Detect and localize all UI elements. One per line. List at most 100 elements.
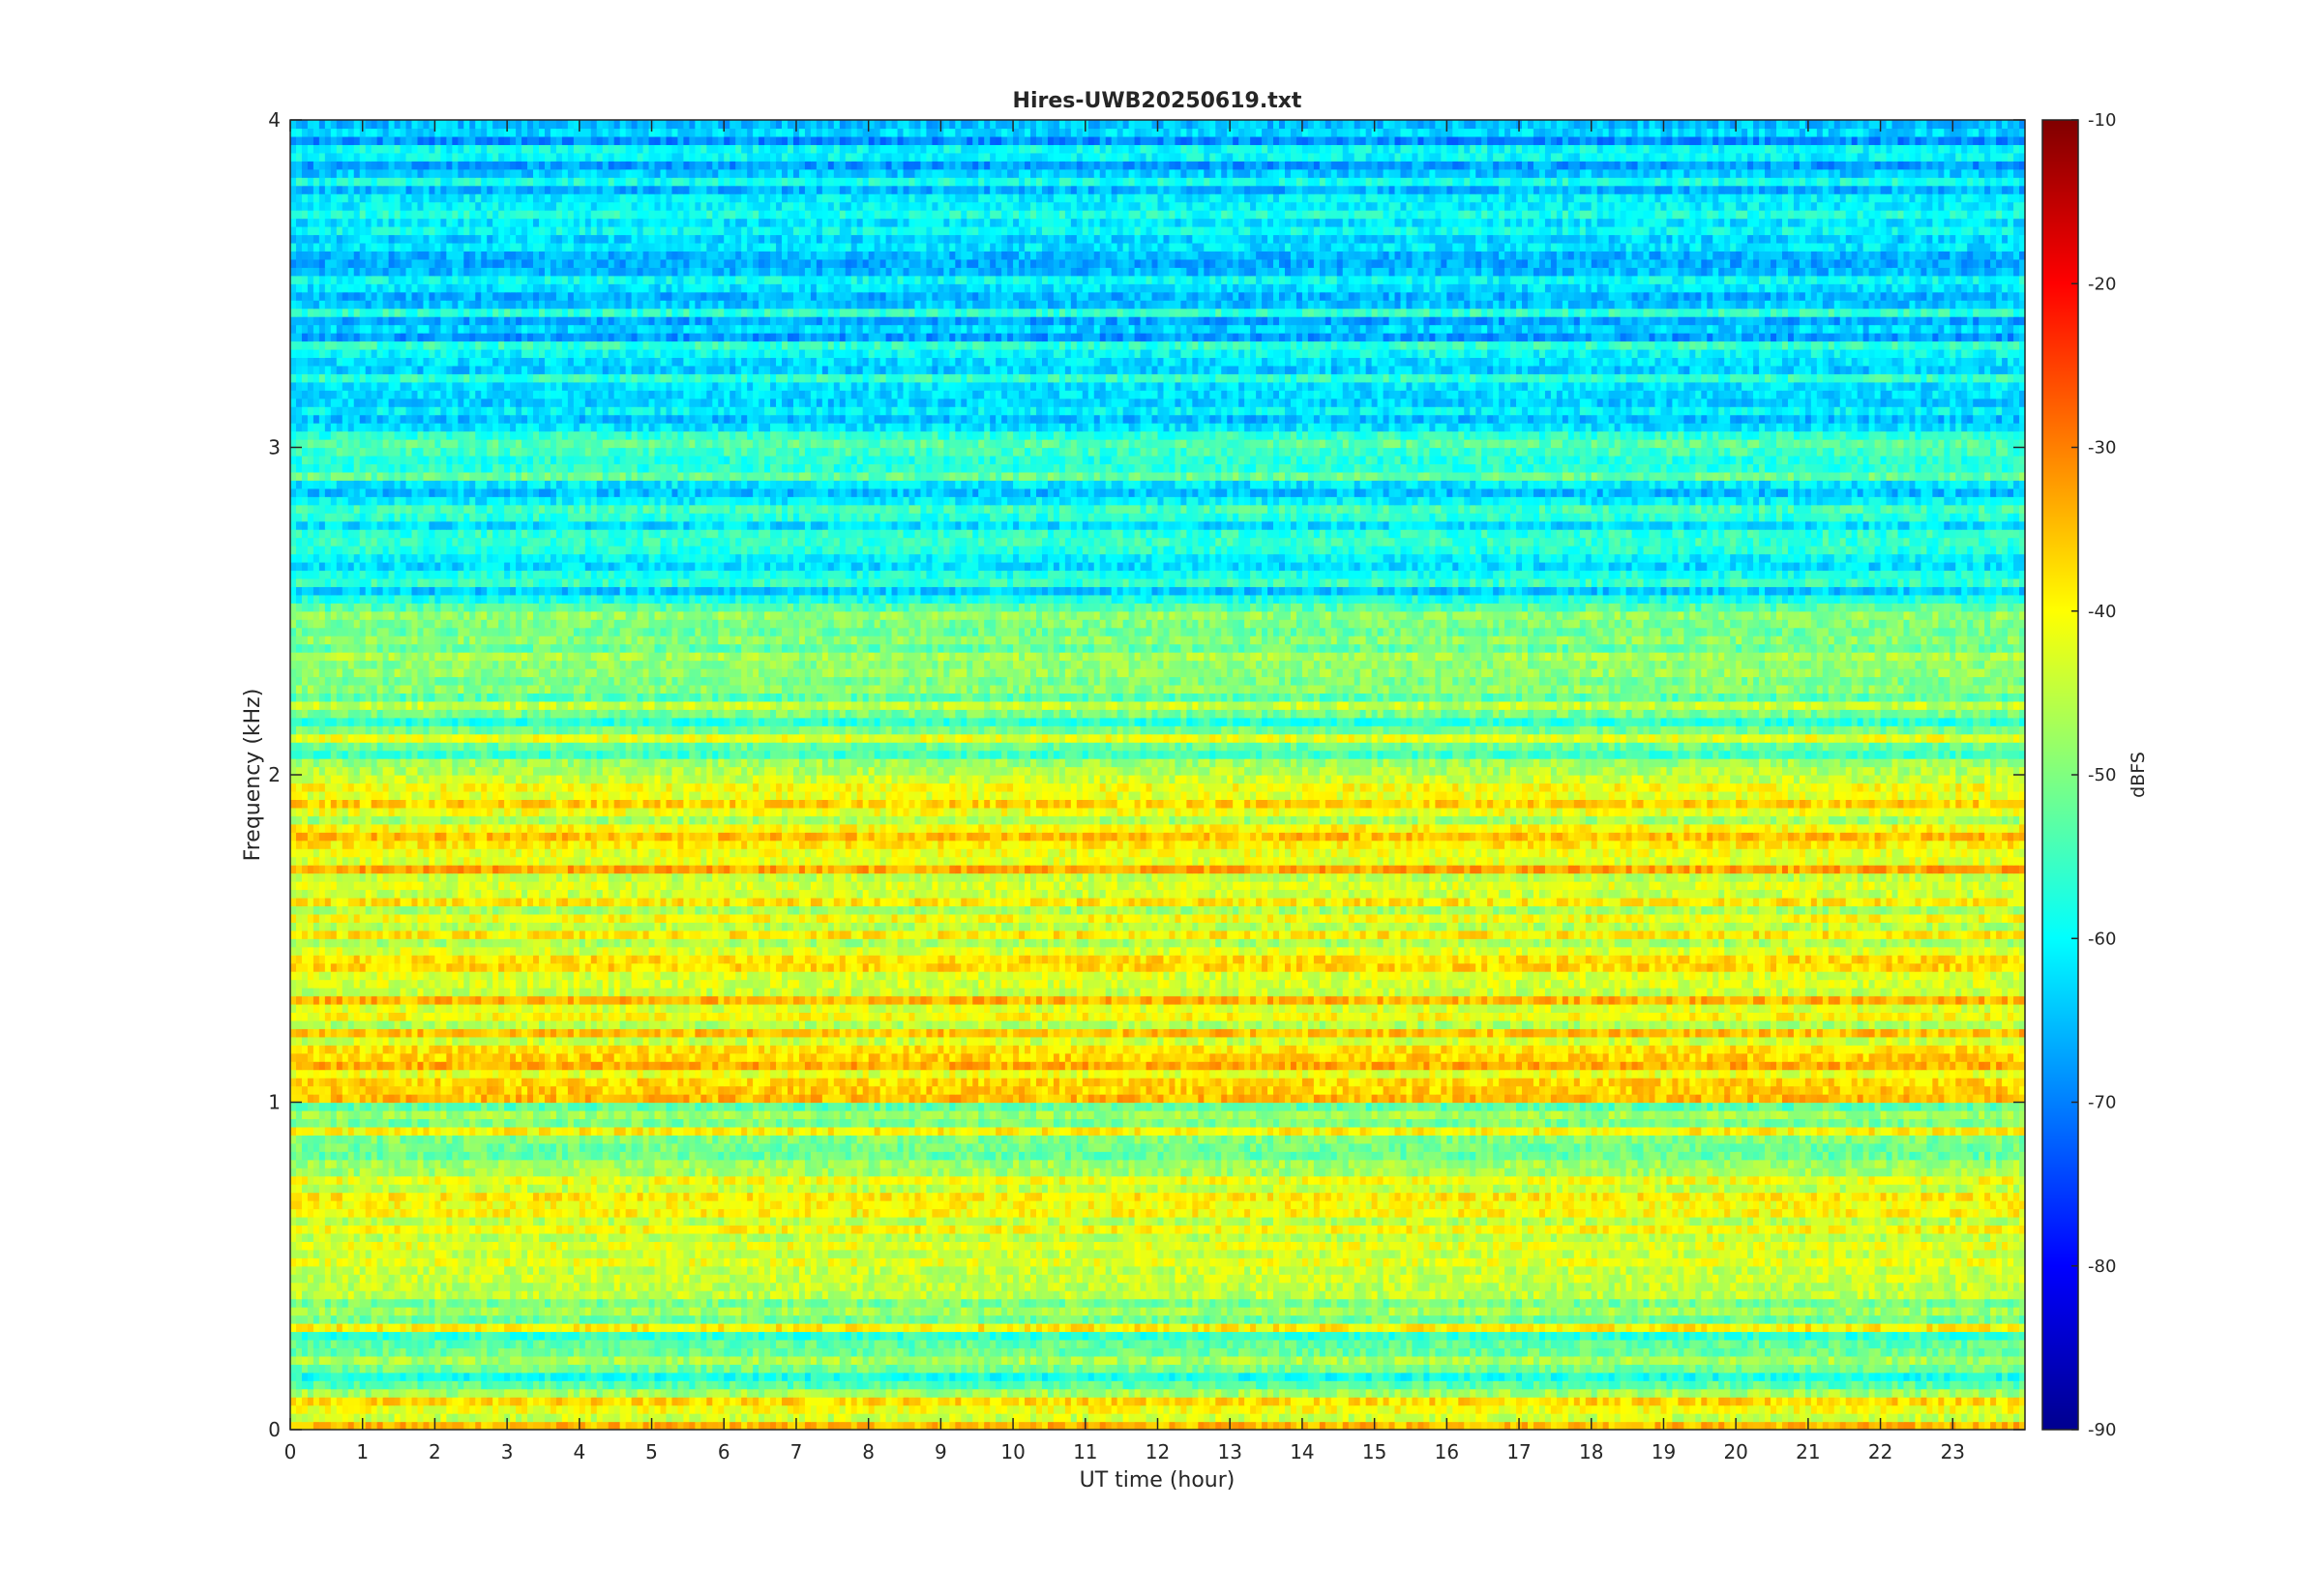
- heatmap-cell: [632, 1422, 639, 1431]
- heatmap-cell: [1302, 1380, 1309, 1389]
- heatmap-cell: [325, 1364, 332, 1373]
- heatmap-cell: [869, 1397, 876, 1405]
- heatmap-cell: [1528, 1380, 1534, 1389]
- heatmap-cell: [1788, 1356, 1795, 1365]
- heatmap-cell: [632, 1364, 639, 1373]
- heatmap-cell: [1545, 1364, 1552, 1373]
- heatmap-cell: [898, 1356, 905, 1365]
- heatmap-cell: [1695, 1356, 1702, 1365]
- heatmap-cell: [1898, 1422, 1905, 1431]
- heatmap-cell: [1042, 1413, 1049, 1422]
- heatmap-cell: [1817, 1389, 1824, 1398]
- heatmap-cell: [1030, 1356, 1037, 1365]
- heatmap-cell: [1955, 1380, 1962, 1389]
- heatmap-cell: [1244, 1413, 1251, 1422]
- heatmap-cell: [1378, 1373, 1384, 1381]
- heatmap-cell: [1852, 1364, 1859, 1373]
- heatmap-cell: [458, 1422, 464, 1431]
- heatmap-cell: [1592, 1405, 1598, 1414]
- heatmap-cell: [412, 1397, 419, 1405]
- heatmap-cell: [1152, 1389, 1159, 1398]
- heatmap-cell: [741, 1389, 748, 1398]
- heatmap-cell: [770, 1373, 777, 1381]
- heatmap-cell: [1325, 1356, 1332, 1365]
- heatmap-cell: [412, 1380, 419, 1389]
- heatmap-cell: [620, 1373, 627, 1381]
- heatmap-cell: [1580, 1389, 1587, 1398]
- heatmap-cell: [875, 1422, 881, 1431]
- heatmap-cell: [1574, 1389, 1581, 1398]
- heatmap-cell: [706, 1397, 713, 1405]
- heatmap-cell: [1898, 1397, 1905, 1405]
- heatmap-cell: [695, 1405, 701, 1414]
- heatmap-cell: [481, 1364, 488, 1373]
- heatmap-cell: [1522, 1364, 1529, 1373]
- heatmap-cell: [1169, 1397, 1176, 1405]
- heatmap-cell: [1308, 1364, 1315, 1373]
- heatmap-cell: [597, 1356, 604, 1365]
- heatmap-cell: [1724, 1380, 1731, 1389]
- heatmap-cell: [909, 1389, 916, 1398]
- heatmap-cell: [446, 1356, 453, 1365]
- heatmap-cell: [2013, 1422, 2020, 1431]
- heatmap-cell: [1903, 1356, 1910, 1365]
- heatmap-cell: [805, 1397, 812, 1405]
- heatmap-cell: [1169, 1422, 1176, 1431]
- heatmap-cell: [851, 1389, 858, 1398]
- heatmap-cell: [1296, 1389, 1303, 1398]
- heatmap-cell: [1065, 1364, 1072, 1373]
- heatmap-cell: [597, 1422, 604, 1431]
- heatmap-cell: [955, 1380, 962, 1389]
- heatmap-cell: [1522, 1422, 1529, 1431]
- heatmap-cell: [1898, 1413, 1905, 1422]
- heatmap-cell: [1776, 1397, 1783, 1405]
- heatmap-cell: [1909, 1413, 1916, 1422]
- heatmap-cell: [938, 1356, 944, 1365]
- heatmap-cell: [1325, 1380, 1332, 1389]
- heatmap-cell: [1030, 1413, 1037, 1422]
- heatmap-cell: [1615, 1373, 1622, 1381]
- heatmap-cell: [1384, 1422, 1390, 1431]
- heatmap-cell: [1141, 1364, 1147, 1373]
- heatmap-cell: [811, 1380, 818, 1389]
- heatmap-cell: [1650, 1389, 1656, 1398]
- heatmap-cell: [1314, 1373, 1321, 1381]
- heatmap-cell: [1059, 1413, 1066, 1422]
- heatmap-cell: [1296, 1380, 1303, 1389]
- heatmap-cell: [614, 1422, 621, 1431]
- heatmap-cell: [469, 1397, 476, 1405]
- heatmap-cell: [458, 1356, 464, 1365]
- heatmap-cell: [753, 1397, 759, 1405]
- heatmap-cell: [1695, 1389, 1702, 1398]
- heatmap-cell: [585, 1389, 592, 1398]
- heatmap-cell: [1158, 1380, 1165, 1389]
- heatmap-cell: [1279, 1413, 1286, 1422]
- heatmap-cell: [1238, 1397, 1245, 1405]
- heatmap-cell: [1054, 1380, 1060, 1389]
- heatmap-cell: [1221, 1405, 1228, 1414]
- heatmap-cell: [1487, 1397, 1494, 1405]
- heatmap-cell: [1267, 1389, 1274, 1398]
- heatmap-cell: [1869, 1364, 1876, 1373]
- heatmap-cell: [603, 1373, 610, 1381]
- heatmap-cell: [354, 1356, 361, 1365]
- heatmap-cell: [1146, 1397, 1153, 1405]
- heatmap-cell: [932, 1380, 938, 1389]
- heatmap-cell: [1771, 1373, 1777, 1381]
- heatmap-cell: [863, 1356, 870, 1365]
- heatmap-cell: [677, 1405, 684, 1414]
- heatmap-cell: [880, 1373, 887, 1381]
- heatmap-cell: [487, 1413, 493, 1422]
- heatmap-cell: [1296, 1364, 1303, 1373]
- heatmap-cell: [1516, 1397, 1523, 1405]
- heatmap-cell: [1863, 1397, 1870, 1405]
- heatmap-cell: [585, 1397, 592, 1405]
- heatmap-cell: [1233, 1364, 1239, 1373]
- heatmap-cell: [1077, 1373, 1084, 1381]
- heatmap-cell: [429, 1405, 435, 1414]
- heatmap-cell: [1244, 1397, 1251, 1405]
- heatmap-cell: [1563, 1397, 1569, 1405]
- heatmap-cell: [1267, 1373, 1274, 1381]
- heatmap-cell: [1146, 1373, 1153, 1381]
- heatmap-cell: [2002, 1364, 2009, 1373]
